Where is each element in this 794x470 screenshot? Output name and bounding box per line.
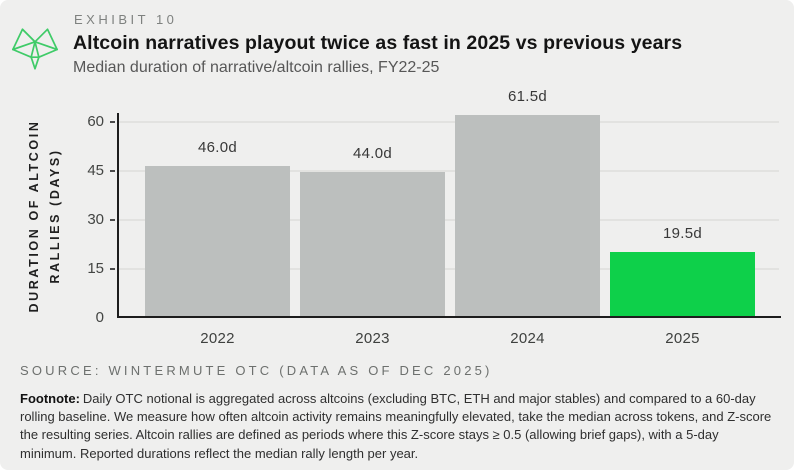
gridline-45: [119, 170, 779, 172]
x-axis-line: [117, 316, 781, 318]
y-tick-label-30: 30: [87, 211, 104, 228]
bar-value-label-2025: 19.5d: [662, 225, 703, 243]
gridline-15: [119, 268, 779, 270]
y-tick-label-0: 0: [95, 309, 104, 326]
y-tick-label-60: 60: [87, 113, 104, 130]
bar-value-label-2022: 46.0d: [197, 138, 238, 156]
bar-2023: [300, 172, 445, 316]
gridline-60: [119, 121, 779, 123]
bar-2025: [610, 252, 755, 316]
y-tick-label-15: 15: [87, 260, 104, 277]
bar-chart-plot-area: [117, 90, 781, 318]
x-tick-label-2023: 2023: [355, 330, 390, 347]
y-tick-mark-15: [110, 268, 115, 270]
bar-2024: [455, 115, 600, 316]
chart-title: Altcoin narratives playout twice as fast…: [73, 32, 683, 54]
source-line: SOURCE: WINTERMUTE OTC (DATA AS OF DEC 2…: [20, 363, 493, 378]
x-tick-label-2022: 2022: [200, 330, 235, 347]
y-axis-line: [117, 113, 119, 318]
y-tick-label-45: 45: [87, 162, 104, 179]
footnote-label: Footnote:: [20, 391, 80, 406]
x-tick-label-2024: 2024: [510, 330, 545, 347]
bar-value-label-2024: 61.5d: [507, 88, 548, 106]
y-tick-mark-45: [110, 170, 115, 172]
footnote: Footnote: Daily OTC notional is aggregate…: [20, 390, 778, 463]
exhibit-label: EXHIBIT 10: [74, 12, 178, 27]
wintermute-logo-icon: [10, 27, 60, 77]
y-tick-mark-60: [110, 121, 115, 123]
x-tick-label-2025: 2025: [665, 330, 700, 347]
gridline-30: [119, 219, 779, 221]
bar-value-label-2023: 44.0d: [352, 145, 393, 163]
y-tick-mark-30: [110, 219, 115, 221]
footnote-text: Daily OTC notional is aggregated across …: [20, 391, 772, 461]
bar-2022: [145, 165, 290, 316]
chart-subtitle: Median duration of narrative/altcoin ral…: [73, 59, 440, 76]
